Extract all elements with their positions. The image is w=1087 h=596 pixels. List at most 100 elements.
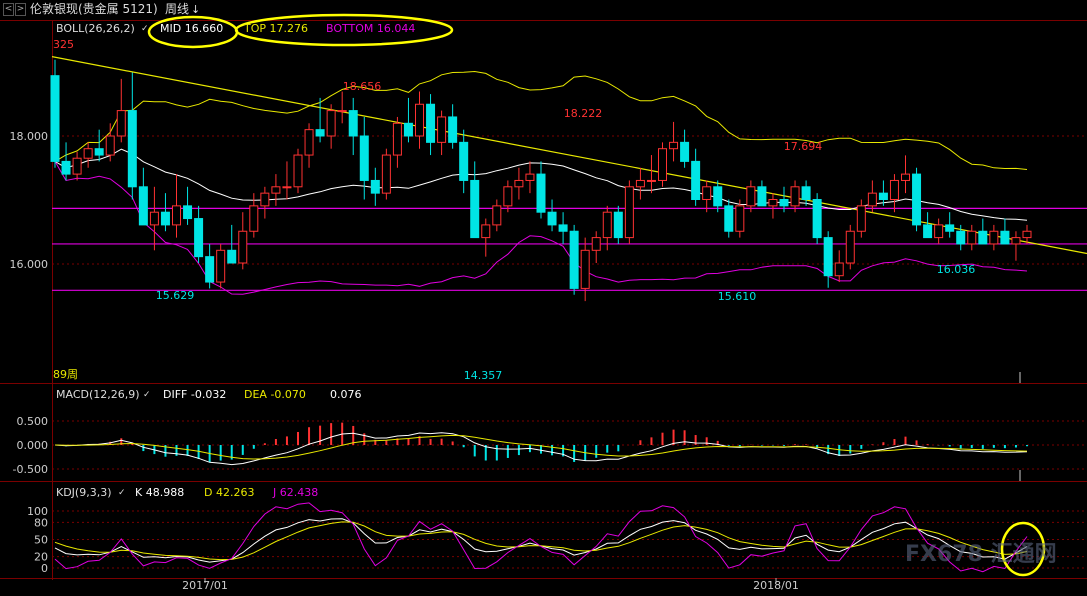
kdj-tick-label: 100 xyxy=(27,505,48,518)
price-annotation-low: 15.610 xyxy=(718,290,757,303)
macd-dea-value: DEA -0.070 xyxy=(244,388,306,401)
candle-body xyxy=(127,110,137,188)
candle-body xyxy=(757,186,767,207)
candle-body xyxy=(503,186,513,207)
candle-body xyxy=(304,129,314,156)
candle-body xyxy=(470,179,480,239)
candle-body xyxy=(889,179,899,200)
highlight-ellipse-top-bottom xyxy=(234,13,454,47)
candle-body xyxy=(116,110,126,137)
candle-body xyxy=(293,154,303,188)
price-annotation-high: 18.222 xyxy=(564,107,603,120)
price-tick-label: 18.000 xyxy=(10,130,49,143)
kdj-j-line xyxy=(54,502,1028,573)
candle-body xyxy=(94,148,104,156)
candle-body xyxy=(878,192,888,200)
candle-body xyxy=(691,160,701,200)
kdj-tick-label: 20 xyxy=(34,551,48,564)
boll-mid-value: MID 16.660 xyxy=(160,22,224,35)
candle-body xyxy=(348,110,358,137)
candle-body xyxy=(978,230,988,245)
candle-body xyxy=(956,230,966,245)
candle-body xyxy=(569,230,579,289)
candle-body xyxy=(613,211,623,239)
candle-body xyxy=(138,186,148,226)
price-annotation-high: 18.656 xyxy=(343,80,382,93)
candle-body xyxy=(282,186,292,189)
candle-body xyxy=(845,230,855,264)
period-count: 89周 xyxy=(53,368,78,381)
kdj-tick-label: 80 xyxy=(34,516,48,529)
candle-body xyxy=(713,186,723,207)
candle-body xyxy=(72,157,82,175)
candle-body xyxy=(149,211,159,226)
candle-body xyxy=(901,173,910,181)
candle-body xyxy=(492,205,502,226)
macd-label[interactable]: MACD(12,26,9) xyxy=(56,388,140,401)
candle-body xyxy=(271,186,281,194)
candle-body xyxy=(823,237,833,277)
kdj-label[interactable]: KDJ(9,3,3) xyxy=(56,486,112,499)
boll-top-value: TOP 17.276 xyxy=(244,22,308,35)
candle-body xyxy=(912,173,922,226)
candle-body xyxy=(105,135,115,156)
candle-body xyxy=(194,218,204,258)
price-tick-label: 16.000 xyxy=(10,258,49,271)
x-tick-label: 2017/01 xyxy=(182,579,228,592)
candle-body xyxy=(337,110,347,113)
candle-body xyxy=(801,186,811,201)
toolbar: < > 伦敦银现(贵金属 5121) 周线 ↓ xyxy=(0,0,1087,20)
candle-body xyxy=(183,205,193,220)
period-selector[interactable]: 周线 xyxy=(165,2,190,16)
boll-label[interactable]: BOLL(26,26,2) xyxy=(56,22,135,35)
candle-body xyxy=(580,249,590,289)
candle-body xyxy=(669,141,679,150)
candle-body xyxy=(923,224,933,239)
boll-upper-band xyxy=(54,70,1028,170)
candle-body xyxy=(646,179,656,182)
candle-body xyxy=(658,148,667,181)
candle-body xyxy=(945,224,955,232)
candle-body xyxy=(50,75,60,162)
kdj-dropdown-icon[interactable]: ✓ xyxy=(118,488,126,498)
boll-dropdown-icon[interactable]: ✓ xyxy=(141,24,149,34)
candle-body xyxy=(989,230,999,245)
kdj-k-value: K 48.988 xyxy=(135,486,185,499)
back-button[interactable]: < xyxy=(3,3,14,16)
macd-diff-value: DIFF -0.032 xyxy=(163,388,227,401)
candle-body xyxy=(536,173,546,213)
x-tick-label: 2018/01 xyxy=(753,579,799,592)
kdj-j-value: J 62.438 xyxy=(273,486,319,499)
macd-histogram-value: 0.076 xyxy=(330,388,362,401)
macd-dea-line xyxy=(54,434,1028,460)
macd-tick-label: 0.500 xyxy=(17,415,49,428)
boll-lower-band xyxy=(54,161,1028,295)
candle-body xyxy=(392,122,402,156)
candle-body xyxy=(437,116,447,143)
candle-body xyxy=(735,205,745,232)
period-dropdown-icon[interactable]: ↓ xyxy=(191,3,201,16)
candle-body xyxy=(856,205,866,232)
candle-body xyxy=(967,230,977,245)
candle-body xyxy=(514,179,524,188)
candle-body xyxy=(315,129,325,137)
candle-body xyxy=(370,179,380,194)
forward-button[interactable]: > xyxy=(15,3,26,16)
candle-body xyxy=(547,211,557,226)
candle-body xyxy=(326,110,336,137)
candle-body xyxy=(160,211,170,226)
candle-body xyxy=(812,199,822,239)
candle-body xyxy=(1000,230,1010,245)
top-left-value: 325 xyxy=(53,38,74,51)
instrument-title[interactable]: 伦敦银现(贵金属 5121) xyxy=(30,2,158,16)
candle-body xyxy=(227,249,237,264)
candle-body xyxy=(1022,230,1032,239)
candle-body xyxy=(867,192,877,207)
candle-body xyxy=(415,103,424,137)
macd-dropdown-icon[interactable]: ✓ xyxy=(143,390,151,400)
candle-body xyxy=(205,256,215,283)
candle-body xyxy=(525,173,535,181)
candle-body xyxy=(680,141,690,162)
candle-body xyxy=(635,179,645,188)
